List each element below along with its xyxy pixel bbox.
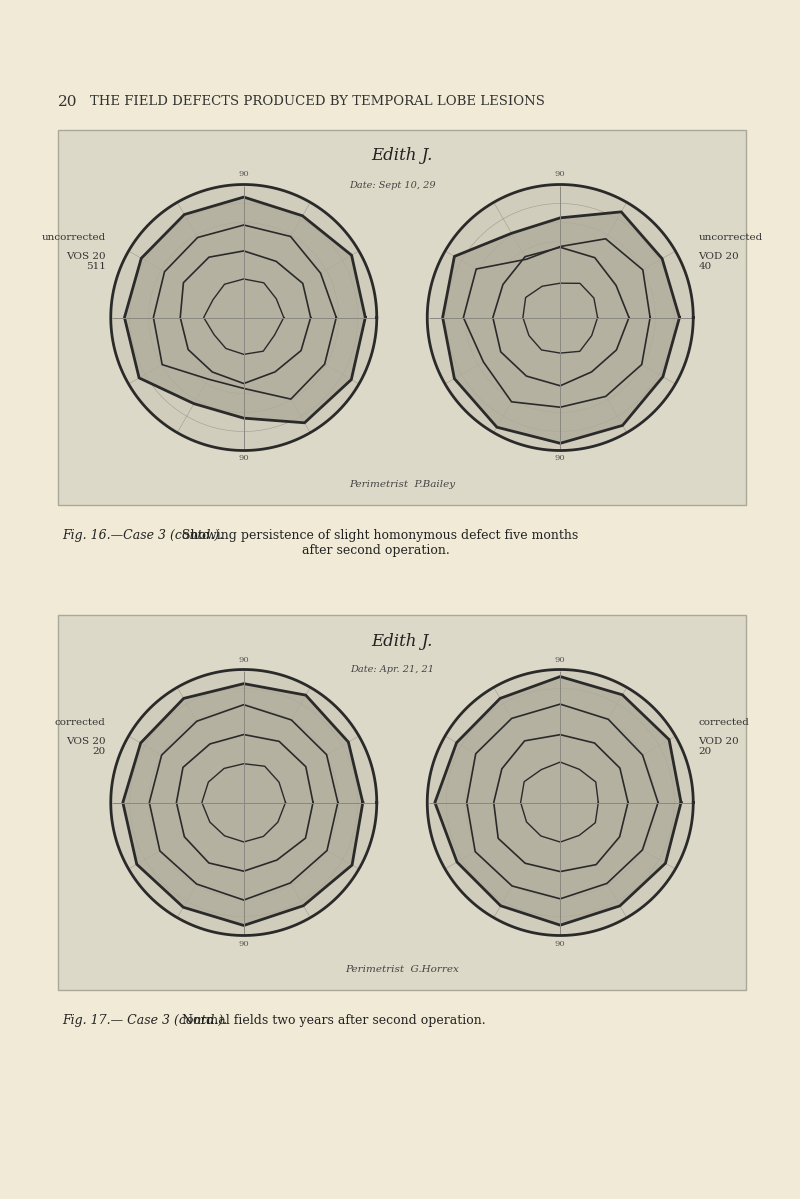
Polygon shape (463, 239, 650, 408)
Text: Fig. 17.— Case 3 (contd.).: Fig. 17.— Case 3 (contd.). (62, 1014, 227, 1028)
Polygon shape (494, 735, 628, 872)
Text: Edith J.: Edith J. (371, 147, 433, 164)
Polygon shape (110, 185, 377, 451)
Polygon shape (110, 669, 377, 935)
Text: 90: 90 (555, 656, 566, 663)
Polygon shape (125, 197, 366, 423)
Text: Normal fields two years after second operation.: Normal fields two years after second ope… (182, 1014, 486, 1028)
Text: Perimetrist  G.Horrex: Perimetrist G.Horrex (345, 965, 459, 974)
Polygon shape (466, 704, 658, 899)
Text: 90: 90 (238, 454, 249, 463)
Text: 90: 90 (238, 940, 249, 947)
Polygon shape (150, 705, 338, 900)
Polygon shape (123, 683, 363, 926)
Text: VOD 20
40: VOD 20 40 (698, 252, 739, 271)
Text: Fig. 16.—Case 3 (contd.).: Fig. 16.—Case 3 (contd.). (62, 529, 223, 542)
Polygon shape (442, 212, 679, 444)
Text: Perimetrist  P.Bailey: Perimetrist P.Bailey (349, 480, 455, 489)
Text: 90: 90 (238, 170, 249, 179)
Text: uncorrected: uncorrected (42, 233, 106, 242)
Text: VOD 20
20: VOD 20 20 (698, 737, 739, 757)
Polygon shape (435, 676, 681, 926)
Text: Edith J.: Edith J. (371, 633, 433, 650)
Polygon shape (427, 669, 694, 935)
Polygon shape (110, 199, 694, 436)
Polygon shape (110, 683, 694, 921)
Text: 90: 90 (555, 170, 566, 179)
Text: Showing persistence of slight homonymous defect five months
                    : Showing persistence of slight homonymous… (182, 529, 578, 558)
Text: corrected: corrected (55, 718, 106, 728)
Text: 90: 90 (238, 656, 249, 663)
Polygon shape (154, 225, 336, 399)
Text: VOS 20
511: VOS 20 511 (66, 252, 106, 271)
Text: uncorrected: uncorrected (698, 233, 762, 242)
Polygon shape (427, 185, 694, 451)
Text: 20: 20 (58, 95, 78, 109)
Text: Date: Sept 10, 29: Date: Sept 10, 29 (349, 181, 435, 189)
Text: THE FIELD DEFECTS PRODUCED BY TEMPORAL LOBE LESIONS: THE FIELD DEFECTS PRODUCED BY TEMPORAL L… (90, 95, 545, 108)
Text: Date: Apr. 21, 21: Date: Apr. 21, 21 (350, 665, 434, 675)
Polygon shape (493, 247, 629, 386)
Text: 90: 90 (555, 454, 566, 463)
FancyBboxPatch shape (58, 129, 746, 505)
Text: corrected: corrected (698, 718, 749, 728)
Polygon shape (177, 735, 313, 872)
Polygon shape (180, 251, 310, 384)
Text: VOS 20
20: VOS 20 20 (66, 737, 106, 757)
Text: 90: 90 (555, 940, 566, 947)
FancyBboxPatch shape (58, 615, 746, 990)
